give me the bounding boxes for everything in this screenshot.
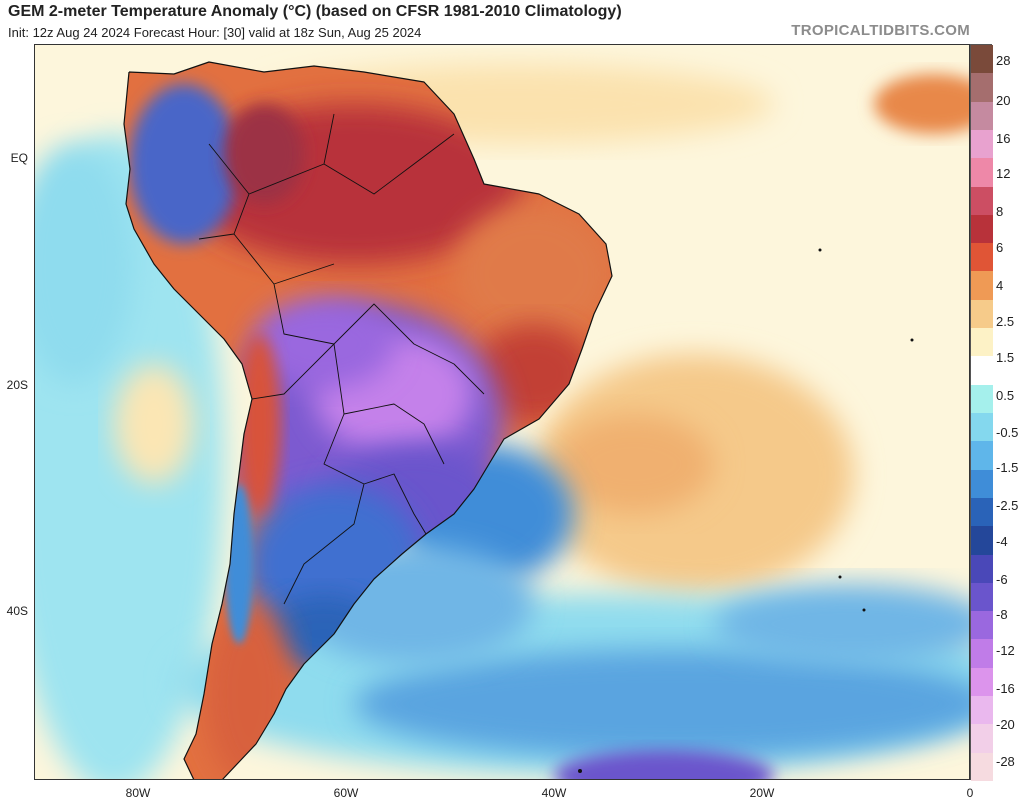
color-scale-label: -4 — [996, 534, 1008, 549]
color-scale-label: -8 — [996, 607, 1008, 622]
color-scale-label: -20 — [996, 717, 1015, 732]
andes-central-warm — [237, 334, 281, 514]
color-scale-label: -0.5 — [996, 425, 1019, 440]
island-marker — [910, 338, 914, 342]
color-scale-segment — [971, 469, 993, 499]
color-scale-label: -1.5 — [996, 460, 1019, 475]
atlantic-warm-core — [554, 414, 714, 514]
color-scale-label: 20 — [996, 93, 1011, 108]
chart-title: GEM 2-meter Temperature Anomaly (°C) (ba… — [8, 3, 622, 20]
color-scale-segment — [971, 696, 993, 725]
longitude-label: 40W — [541, 786, 567, 800]
southern-cold-core — [554, 750, 774, 780]
color-scale-segment — [971, 186, 993, 216]
colombia-hot — [224, 104, 304, 204]
island-marker — [862, 608, 866, 612]
color-scale-segment — [971, 667, 993, 697]
color-scale-segment — [971, 328, 993, 357]
color-scale-label: -16 — [996, 681, 1015, 696]
color-scale-segment — [971, 299, 993, 329]
site-brand[interactable]: TROPICALTIDBITS.COM — [791, 22, 970, 39]
longitude-label: 80W — [125, 786, 151, 800]
color-scale-segment — [971, 582, 993, 612]
color-scale-segment — [971, 271, 993, 301]
color-scale-segment — [971, 356, 993, 386]
longitude-label: 20W — [749, 786, 775, 800]
africa-coast-warm — [874, 74, 970, 134]
color-scale-label: 28 — [996, 53, 1011, 68]
island-marker — [578, 769, 582, 773]
latitude-label: EQ — [10, 151, 28, 165]
longitude-label: 60W — [333, 786, 359, 800]
color-scale-label: 6 — [996, 240, 1004, 255]
south-atlantic-cold-2 — [714, 584, 970, 664]
color-scale-segment — [971, 752, 993, 782]
color-scale-label: 12 — [996, 166, 1011, 181]
color-scale-segment — [971, 129, 993, 159]
color-scale-label: 4 — [996, 278, 1004, 293]
bolivia-cold — [254, 299, 394, 389]
color-scale-segment — [971, 73, 993, 103]
color-scale-segment — [971, 441, 993, 471]
andes-north-cold — [129, 84, 239, 244]
color-scale-segment — [971, 214, 993, 244]
forecast-info: Init: 12z Aug 24 2024 Forecast Hour: [30… — [8, 25, 422, 40]
map-frame — [34, 44, 970, 780]
temperature-anomaly-map — [34, 44, 970, 780]
color-scale-segment — [971, 45, 993, 74]
color-scale-label: -2.5 — [996, 498, 1019, 513]
color-scale-label: -28 — [996, 754, 1015, 769]
color-scale-segment — [971, 724, 993, 754]
color-scale-segment — [971, 413, 993, 442]
color-scale-segment — [971, 243, 993, 272]
color-scale-segment — [971, 497, 993, 527]
color-scale-segment — [971, 384, 993, 414]
color-scale-label: 2.5 — [996, 314, 1015, 329]
color-scale-segment — [971, 554, 993, 584]
latitude-label: 40S — [6, 604, 28, 618]
coastline-borders — [123, 61, 613, 780]
color-scale-segment — [971, 611, 993, 640]
pacific-cool-anomaly-2 — [34, 144, 134, 384]
south-atlantic-cold — [354, 649, 970, 759]
northeast-brazil-warm — [454, 204, 612, 344]
color-scale-label: 16 — [996, 131, 1011, 146]
island-marker — [818, 248, 822, 252]
pacific-warm-patch — [114, 364, 194, 484]
color-scale-label: 1.5 — [996, 350, 1015, 365]
country-borders — [198, 113, 485, 605]
color-scale-label: -12 — [996, 643, 1015, 658]
map-speckle-islands — [578, 248, 914, 773]
color-scale-segment — [971, 526, 993, 556]
island-marker — [838, 575, 842, 579]
color-scale-segment — [971, 158, 993, 188]
color-scale-label: 0.5 — [996, 388, 1015, 403]
color-scale-segment — [971, 101, 993, 131]
latitude-label: 20S — [6, 378, 28, 392]
longitude-label: 0 — [966, 786, 974, 800]
color-scale-label: -6 — [996, 572, 1008, 587]
color-scale-label: 8 — [996, 204, 1004, 219]
color-scale-segment — [971, 639, 993, 669]
color-scale-bar — [970, 44, 993, 782]
